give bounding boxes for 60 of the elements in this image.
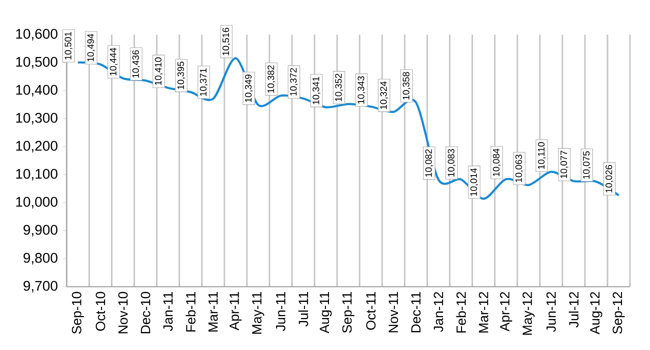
data-label: 10,349	[245, 74, 253, 102]
data-label: 10,494	[87, 34, 95, 62]
data-label: 10,077	[560, 150, 568, 178]
x-tick-label: Apr-12	[500, 292, 512, 332]
x-tick-label: Oct-11	[366, 292, 376, 330]
data-label: 10,371	[200, 68, 208, 96]
x-tick-label: Jan-12	[434, 292, 444, 332]
data-label: 10,343	[358, 76, 366, 104]
data-label: 10,026	[606, 165, 614, 192]
data-label: 10,358	[402, 72, 410, 100]
y-tick-label: 10,500	[16, 56, 58, 68]
y-tick-label: 10,600	[16, 28, 58, 40]
data-label: 10,501	[64, 32, 72, 60]
x-tick-label: May-12	[522, 292, 535, 335]
data-label: 10,341	[312, 76, 320, 104]
y-tick-label: 10,000	[16, 196, 58, 208]
data-label: 10,063	[515, 154, 524, 182]
data-label: 10,444	[110, 48, 118, 76]
data-label: 10,084	[492, 148, 501, 176]
x-tick-label: Dec-11	[411, 292, 421, 332]
y-tick-label: 9,800	[24, 252, 58, 264]
y-tick-label: 10,400	[16, 84, 58, 96]
x-tick-label: Jul-12	[568, 292, 579, 328]
x-tick-label: Apr-11	[230, 292, 242, 330]
x-tick-label: Mar-11	[208, 292, 218, 332]
y-tick-label: 10,200	[16, 140, 58, 152]
x-tick-label: Sep-12	[612, 292, 625, 334]
data-label: 10,436	[132, 50, 140, 78]
y-tick-label: 9,900	[24, 224, 58, 236]
data-label: 10,075	[583, 151, 591, 179]
x-tick-label: Jun-12	[546, 292, 556, 332]
data-label: 10,352	[335, 74, 343, 102]
y-tick-label: 9,700	[24, 280, 58, 292]
x-tick-label: Sep-11	[342, 292, 354, 333]
y-tick-label: 10,300	[16, 112, 58, 124]
y-tick-label: 10,100	[16, 168, 58, 180]
x-tick-label: Sep-10	[72, 292, 84, 334]
data-label: 10,014	[470, 168, 478, 196]
x-tick-label: Jul-11	[298, 292, 308, 326]
x-tick-label: Aug-12	[590, 292, 602, 334]
x-tick-label: Feb-12	[456, 292, 466, 333]
data-label: 10,516	[222, 28, 230, 56]
data-label: 10,083	[448, 149, 456, 176]
x-tick-label: Aug-11	[320, 292, 332, 334]
x-tick-label: Jan-11	[163, 292, 173, 331]
x-tick-label: Dec-10	[140, 292, 150, 334]
x-tick-label: Jun-11	[276, 292, 286, 331]
data-label: 10,324	[380, 81, 388, 109]
x-tick-label: Nov-11	[388, 292, 398, 332]
x-tick-label: May-11	[252, 292, 264, 334]
data-label: 10,110	[538, 142, 546, 169]
data-label: 10,372	[290, 68, 298, 96]
x-tick-label: Feb-11	[186, 292, 196, 332]
x-tick-label: Mar-12	[478, 292, 488, 333]
data-label: 10,382	[268, 65, 276, 93]
data-label: 10,082	[425, 149, 433, 177]
x-tick-label: Oct-10	[96, 292, 106, 331]
data-label: 10,395	[177, 62, 186, 90]
x-tick-label: Nov-10	[118, 292, 128, 334]
data-label: 10,410	[154, 57, 163, 85]
